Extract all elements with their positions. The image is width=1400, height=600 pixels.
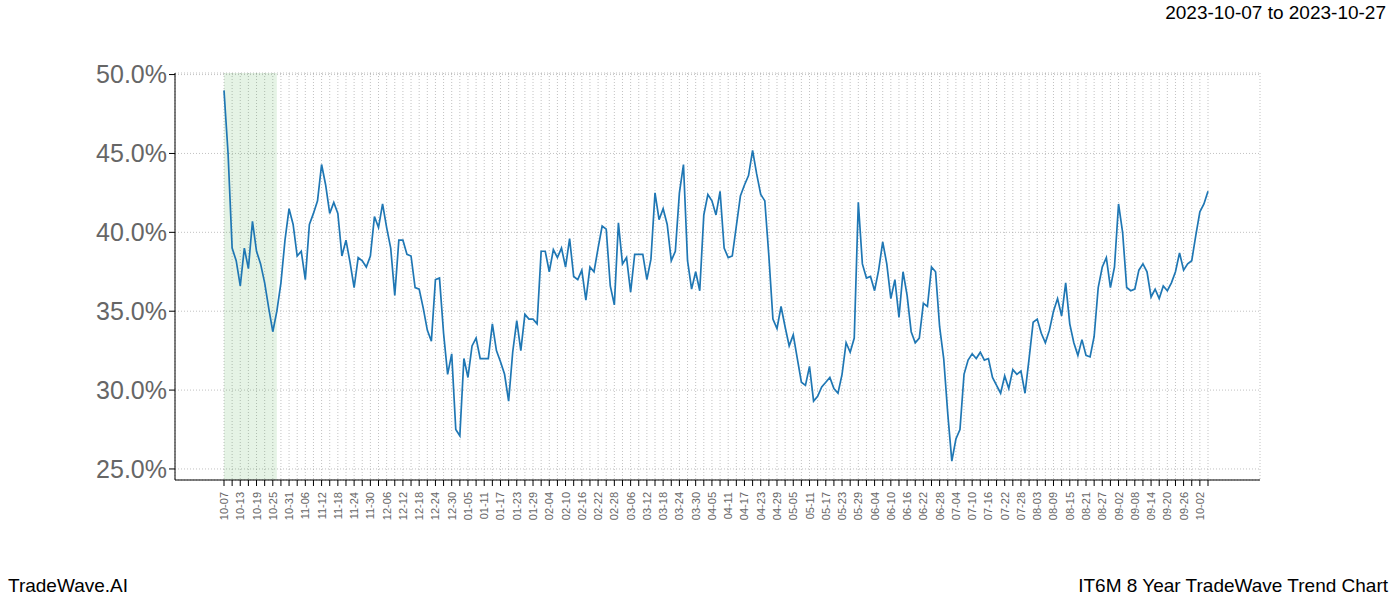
svg-text:02-22: 02-22	[592, 492, 604, 520]
svg-text:04-11: 04-11	[722, 492, 734, 519]
svg-text:12-12: 12-12	[397, 492, 409, 520]
svg-text:09-02: 09-02	[1113, 492, 1125, 520]
svg-text:03-12: 03-12	[641, 492, 653, 520]
svg-text:01-17: 01-17	[494, 492, 506, 520]
svg-text:05-11: 05-11	[804, 492, 816, 519]
svg-text:12-18: 12-18	[413, 492, 425, 520]
svg-text:10-25: 10-25	[267, 492, 279, 520]
svg-text:09-20: 09-20	[1161, 492, 1173, 520]
svg-text:06-22: 06-22	[917, 492, 929, 520]
svg-text:03-30: 03-30	[690, 492, 702, 520]
svg-text:45.0%: 45.0%	[96, 139, 167, 167]
svg-text:08-15: 08-15	[1064, 492, 1076, 520]
svg-text:04-05: 04-05	[706, 492, 718, 520]
svg-text:02-04: 02-04	[543, 492, 555, 520]
html-text:IT6M 8 Year TradeWave Trend Ch: IT6M 8 Year TradeWave Trend Chart	[1078, 575, 1388, 596]
svg-text:07-04: 07-04	[950, 492, 962, 520]
svg-text:07-22: 07-22	[999, 492, 1011, 520]
svg-text:50.0%: 50.0%	[96, 60, 167, 88]
svg-text:09-08: 09-08	[1129, 492, 1141, 520]
svg-text:01-29: 01-29	[527, 492, 539, 520]
svg-text:06-28: 06-28	[934, 492, 946, 520]
svg-text:02-10: 02-10	[560, 492, 572, 520]
svg-text:02-16: 02-16	[576, 492, 588, 520]
svg-text:04-23: 04-23	[755, 492, 767, 520]
svg-text:04-29: 04-29	[771, 492, 783, 520]
svg-text:09-14: 09-14	[1145, 492, 1157, 520]
svg-text:10-02: 10-02	[1194, 492, 1206, 520]
svg-text:10-19: 10-19	[251, 492, 263, 520]
svg-text:10-31: 10-31	[283, 492, 295, 520]
svg-text:08-03: 08-03	[1031, 492, 1043, 520]
svg-text:40.0%: 40.0%	[96, 218, 167, 246]
svg-text:11-18: 11-18	[332, 492, 344, 519]
svg-text:07-10: 07-10	[966, 492, 978, 520]
svg-text:03-24: 03-24	[673, 492, 685, 520]
svg-text:05-17: 05-17	[820, 492, 832, 520]
svg-text:03-18: 03-18	[657, 492, 669, 520]
html-text:TradeWave.AI: TradeWave.AI	[8, 575, 128, 596]
svg-text:01-23: 01-23	[511, 492, 523, 520]
svg-text:01-05: 01-05	[462, 492, 474, 520]
svg-text:03-06: 03-06	[625, 492, 637, 520]
svg-text:05-23: 05-23	[836, 492, 848, 520]
svg-text:05-29: 05-29	[852, 492, 864, 520]
svg-text:08-27: 08-27	[1096, 492, 1108, 520]
svg-text:01-11: 01-11	[478, 492, 490, 519]
svg-text:12-24: 12-24	[429, 492, 441, 520]
svg-text:11-24: 11-24	[348, 492, 360, 519]
svg-text:09-26: 09-26	[1178, 492, 1190, 520]
svg-text:02-28: 02-28	[608, 492, 620, 520]
svg-text:25.0%: 25.0%	[96, 455, 167, 483]
svg-text:06-04: 06-04	[869, 492, 881, 520]
svg-text:07-16: 07-16	[982, 492, 994, 520]
svg-text:12-30: 12-30	[446, 492, 458, 520]
svg-text:08-09: 08-09	[1047, 492, 1059, 520]
html-text:2023-10-07 to 2023-10-27: 2023-10-07 to 2023-10-27	[1165, 2, 1386, 23]
svg-text:11-12: 11-12	[316, 492, 328, 519]
svg-text:10-13: 10-13	[234, 492, 246, 520]
svg-text:11-30: 11-30	[364, 492, 376, 519]
svg-text:10-07: 10-07	[218, 492, 230, 520]
svg-text:35.0%: 35.0%	[96, 297, 167, 325]
svg-text:04-17: 04-17	[738, 492, 750, 520]
svg-text:05-05: 05-05	[787, 492, 799, 520]
svg-text:12-06: 12-06	[381, 492, 393, 520]
svg-text:30.0%: 30.0%	[96, 376, 167, 404]
svg-text:11-06: 11-06	[299, 492, 311, 519]
svg-text:06-16: 06-16	[901, 492, 913, 520]
svg-text:06-10: 06-10	[885, 492, 897, 520]
svg-text:08-21: 08-21	[1080, 492, 1092, 520]
svg-text:07-28: 07-28	[1015, 492, 1027, 520]
